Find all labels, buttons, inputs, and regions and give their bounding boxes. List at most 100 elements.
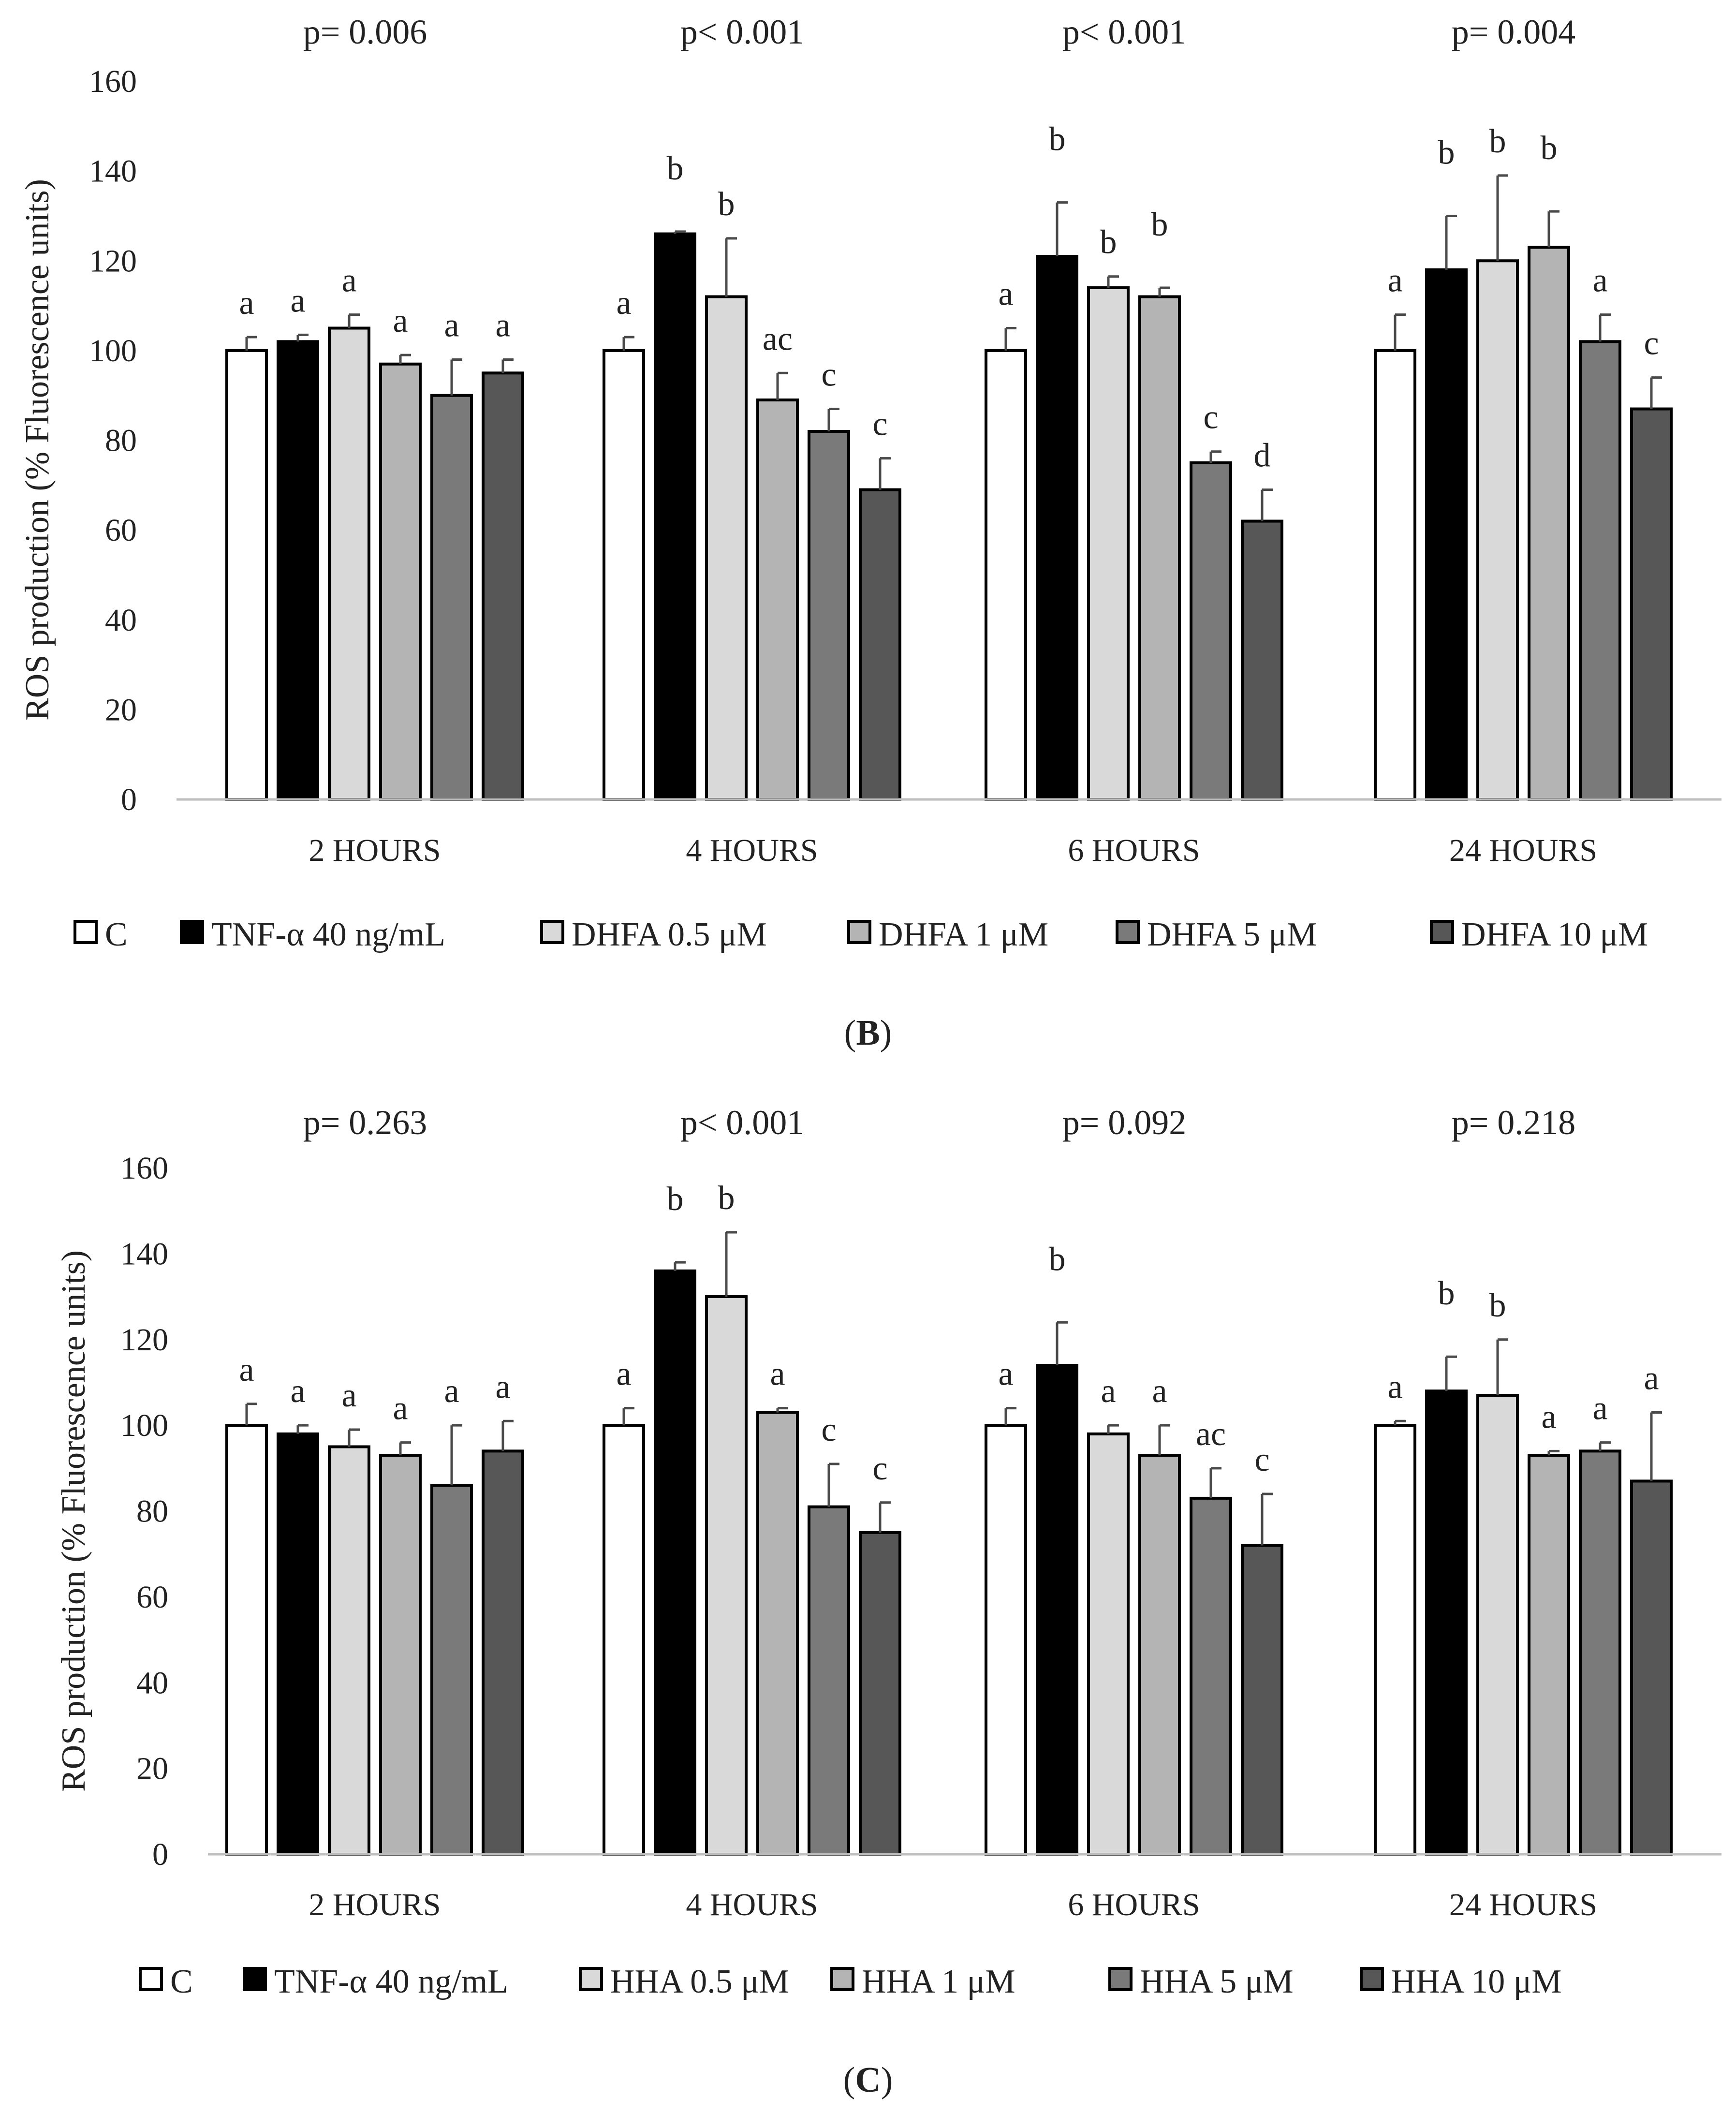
bar (1087, 1432, 1130, 1856)
y-tick-label: 120 (120, 1322, 168, 1358)
x-tick-label: 2 HOURS (309, 1887, 441, 1922)
significance-letter: c (821, 356, 836, 394)
bar (654, 232, 696, 801)
y-tick-label: 20 (105, 692, 137, 727)
significance-letter: a (1592, 262, 1607, 299)
bar (1476, 1394, 1519, 1856)
legend-swatch (1360, 1967, 1384, 1991)
legend-label: HHA 10 μM (1391, 1963, 1562, 2000)
significance-letter: a (1387, 262, 1402, 299)
bar (654, 1269, 696, 1856)
significance-letter: a (998, 275, 1013, 312)
bar (756, 398, 799, 801)
significance-letter: ac (1196, 1416, 1226, 1453)
bar (1630, 1479, 1673, 1856)
bar (756, 1411, 799, 1856)
significance-letter: b (1438, 134, 1455, 171)
bar (277, 340, 319, 801)
y-tick-label: 40 (136, 1665, 168, 1700)
significance-letter: b (1151, 206, 1168, 243)
chart-panel-b: 0 20 40 60 80 100 120 140 160 ROS production (% F… (19, 13, 1721, 1053)
legend-swatch (74, 920, 98, 944)
legend-swatch (540, 920, 564, 944)
p-value-label: p= 0.218 (1452, 1103, 1576, 1142)
significance-letter: ac (763, 320, 793, 357)
p-value-label: p< 0.001 (1062, 13, 1187, 51)
y-axis-label: ROS production (% Fluorescence units) (19, 179, 56, 721)
significance-letter: a (495, 307, 510, 344)
significance-letter: b (1049, 1241, 1066, 1278)
legend-swatch (180, 920, 204, 944)
significance-letter: c (1254, 1441, 1269, 1478)
significance-letter: c (1644, 325, 1659, 362)
bar (430, 394, 473, 801)
significance-letter: c (872, 406, 887, 443)
legend-swatch (1108, 1967, 1133, 1991)
significance-letter: b (667, 150, 684, 187)
y-tick-label: 160 (89, 64, 137, 99)
significance-letter: a (341, 262, 356, 299)
legend-label: HHA 0.5 μM (610, 1963, 789, 2000)
significance-letter: c (1203, 399, 1218, 436)
significance-letter: b (718, 186, 735, 223)
significance-letter: a (1387, 1368, 1402, 1405)
significance-letter: a (1592, 1390, 1607, 1427)
bar (1579, 340, 1621, 801)
bar (603, 349, 645, 801)
bar (1374, 1424, 1416, 1856)
y-tick-label: 40 (105, 603, 137, 638)
bar (225, 1424, 268, 1856)
significance-letter: c (872, 1450, 887, 1487)
significance-letter: a (290, 1373, 305, 1410)
y-tick-label: 80 (105, 423, 137, 458)
bar (1138, 1454, 1181, 1856)
legend-swatch (1430, 920, 1454, 944)
significance-letter: b (718, 1180, 735, 1217)
bar (1241, 1544, 1283, 1856)
bar (1579, 1449, 1621, 1856)
significance-letter: b (1049, 121, 1066, 158)
significance-letter: a (444, 1373, 459, 1410)
y-tick-label: 100 (89, 333, 137, 369)
significance-letter: a (393, 302, 408, 340)
legend-swatch (579, 1967, 603, 1991)
p-value-label: p= 0.092 (1062, 1103, 1187, 1142)
x-tick-label: 24 HOURS (1449, 833, 1597, 868)
legend-label: DHFA 1 μM (879, 916, 1048, 953)
y-tick-label: 140 (120, 1236, 168, 1271)
p-value-label: p< 0.001 (680, 13, 805, 51)
legend-label: HHA 5 μM (1140, 1963, 1294, 2000)
bar (1630, 407, 1673, 801)
bar (985, 349, 1027, 801)
y-tick-label: 100 (120, 1408, 168, 1443)
y-axis-label: ROS production (% Fluorescence units) (55, 1250, 92, 1792)
bar (1528, 1454, 1570, 1856)
significance-letter: a (1644, 1360, 1659, 1397)
legend-label: C (105, 916, 128, 953)
significance-letter: a (495, 1368, 510, 1405)
significance-letter: a (444, 307, 459, 344)
significance-letter: b (1438, 1275, 1455, 1312)
bar (705, 1295, 748, 1856)
panel-label: (B) (844, 1013, 892, 1053)
x-tick-label: 6 HOURS (1068, 1887, 1200, 1922)
y-tick-label: 160 (120, 1151, 168, 1186)
significance-letter: a (770, 1356, 785, 1393)
significance-letter: c (821, 1411, 836, 1448)
bar (379, 1454, 422, 1856)
y-tick-label: 140 (89, 154, 137, 189)
y-tick-label: 0 (152, 1837, 168, 1872)
bar (1425, 1389, 1468, 1856)
legend-label: HHA 1 μM (862, 1963, 1015, 2000)
p-value-label: p= 0.263 (303, 1103, 427, 1142)
x-tick-label: 4 HOURS (686, 833, 818, 868)
p-value-label: p= 0.004 (1452, 13, 1576, 51)
significance-letter: a (1541, 1398, 1556, 1435)
legend-label: C (170, 1963, 193, 2000)
significance-letter: b (1489, 1287, 1506, 1324)
bar (1374, 349, 1416, 801)
legend-swatch (243, 1967, 267, 1991)
bar (328, 1445, 370, 1856)
